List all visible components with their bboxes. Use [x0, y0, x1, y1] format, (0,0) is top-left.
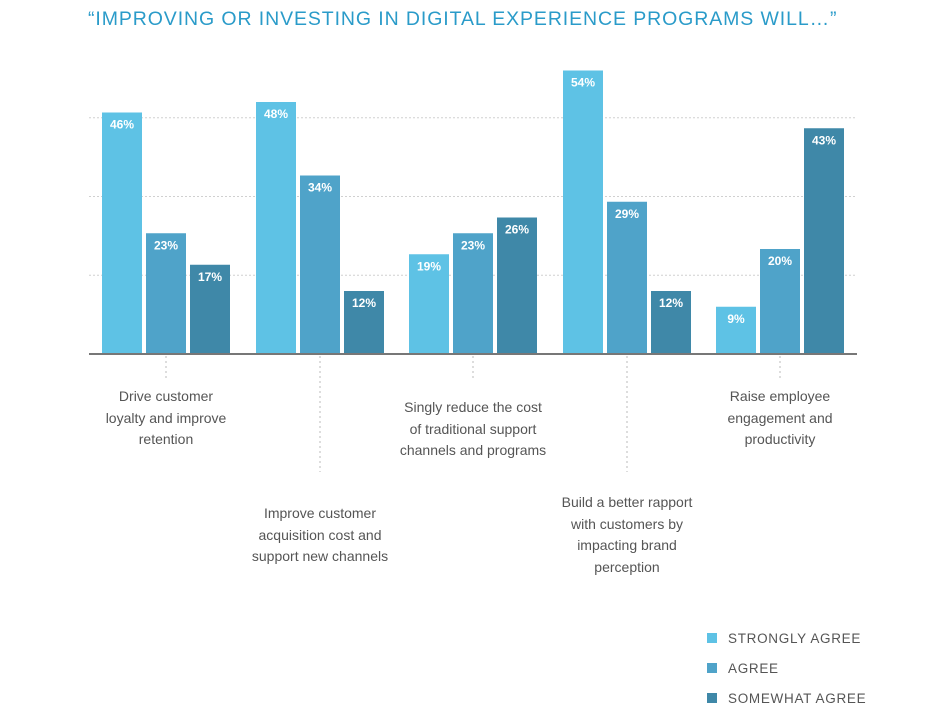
bar-strongly-agree-2 — [256, 102, 296, 354]
category-label-line: engagement and — [727, 409, 833, 426]
legend: STRONGLY AGREE AGREE SOMEWHAT AGREE — [707, 623, 866, 713]
value-label: 23% — [154, 238, 178, 252]
category-label-line: channels and programs — [399, 442, 547, 458]
value-label: 9% — [727, 312, 745, 326]
legend-item-agree: AGREE — [707, 653, 866, 683]
value-label: 48% — [264, 107, 288, 121]
category-label: Improve customer acquisition cost and supp… — [220, 503, 420, 568]
category-label-line: retention — [138, 431, 194, 447]
bar-somewhat-agree-5 — [804, 128, 844, 354]
legend-label-agree: AGREE — [728, 660, 779, 676]
bar-agree-1 — [146, 233, 186, 354]
bar-strongly-agree-3 — [409, 254, 449, 354]
bar-agree-5 — [760, 249, 800, 354]
bar-agree-3 — [453, 233, 493, 354]
category-label: Build a better rapport with customers by i… — [527, 492, 727, 578]
bar-agree-4 — [607, 201, 647, 354]
category-label-line: support new channels — [251, 548, 389, 564]
bar-agree-2 — [300, 175, 340, 354]
category-label-line: Build a better rapport — [561, 494, 693, 510]
value-label: 12% — [659, 296, 683, 310]
category-label-line: acquisition cost and — [258, 526, 382, 543]
legend-item-strongly-agree: STRONGLY AGREE — [707, 623, 866, 653]
legend-swatch-somewhat-agree — [707, 693, 717, 703]
value-label: 46% — [110, 118, 134, 132]
legend-item-somewhat-agree: SOMEWHAT AGREE — [707, 683, 866, 713]
category-label-line: Drive customer — [118, 388, 214, 404]
category-label: Drive customer loyalty and improve retenti… — [66, 386, 266, 451]
category-label-line: perception — [594, 558, 660, 575]
bar-somewhat-agree-4 — [651, 291, 691, 354]
category-label-line: Raise employee — [729, 388, 831, 404]
chart-title: “IMPROVING OR INVESTING IN DIGITAL EXPER… — [88, 8, 838, 30]
legend-label-somewhat-agree: SOMEWHAT AGREE — [728, 690, 867, 706]
category-label: Raise employee engagement and productivity — [680, 386, 880, 451]
category-label-line: Improve customer — [263, 505, 377, 521]
category-label-line: loyalty and improve — [105, 409, 227, 426]
category-label-line: impacting brand — [577, 537, 677, 553]
legend-label-strongly-agree: STRONGLY AGREE — [728, 630, 862, 646]
value-label: 26% — [505, 223, 529, 237]
category-label-line: with customers by — [570, 515, 684, 532]
category-label-line: of traditional support — [409, 420, 537, 437]
bar-somewhat-agree-3 — [497, 217, 537, 354]
value-label: 12% — [352, 296, 376, 310]
value-label: 19% — [417, 259, 441, 273]
value-label: 43% — [812, 133, 836, 147]
bar-somewhat-agree-1 — [190, 264, 230, 354]
value-label: 34% — [308, 181, 332, 195]
category-label: Singly reduce the cost of traditional sup… — [373, 397, 573, 462]
bar-somewhat-agree-2 — [344, 291, 384, 354]
value-label: 23% — [461, 238, 485, 252]
category-label-line: Singly reduce the cost — [404, 399, 542, 415]
bar-strongly-agree-4 — [563, 70, 603, 354]
value-label: 29% — [615, 207, 639, 221]
category-label-line: productivity — [744, 431, 816, 447]
value-label: 54% — [571, 76, 595, 90]
legend-swatch-strongly-agree — [707, 633, 717, 643]
bar-strongly-agree-5 — [716, 306, 756, 354]
value-label: 20% — [768, 254, 792, 268]
value-label: 17% — [198, 270, 222, 284]
bar-strongly-agree-1 — [102, 112, 142, 354]
legend-swatch-agree — [707, 663, 717, 673]
